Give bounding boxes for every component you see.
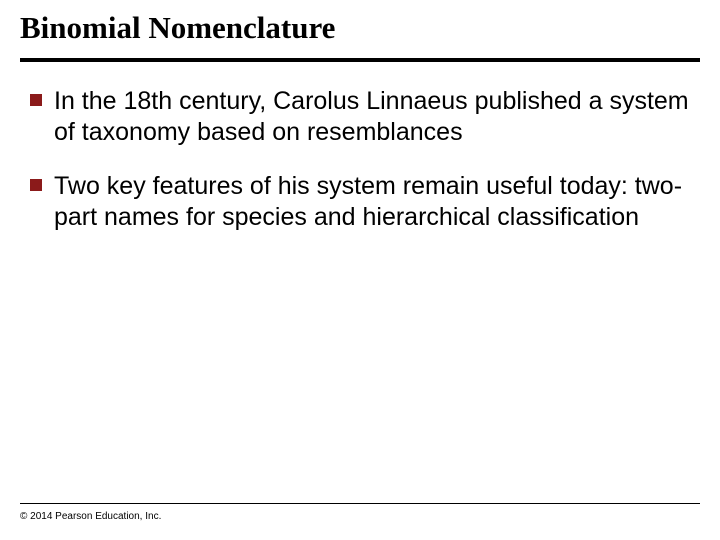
square-bullet-icon bbox=[30, 179, 42, 191]
bullet-list: In the 18th century, Carolus Linnaeus pu… bbox=[20, 86, 700, 233]
list-item: Two key features of his system remain us… bbox=[30, 171, 700, 234]
list-item: In the 18th century, Carolus Linnaeus pu… bbox=[30, 86, 700, 149]
bullet-text: In the 18th century, Carolus Linnaeus pu… bbox=[54, 87, 689, 146]
slide: Binomial Nomenclature In the 18th centur… bbox=[0, 0, 720, 540]
footer-divider bbox=[20, 503, 700, 504]
bullet-text: Two key features of his system remain us… bbox=[54, 172, 682, 231]
slide-title: Binomial Nomenclature bbox=[20, 10, 700, 46]
title-divider bbox=[20, 58, 700, 62]
copyright-text: © 2014 Pearson Education, Inc. bbox=[20, 511, 161, 522]
square-bullet-icon bbox=[30, 94, 42, 106]
